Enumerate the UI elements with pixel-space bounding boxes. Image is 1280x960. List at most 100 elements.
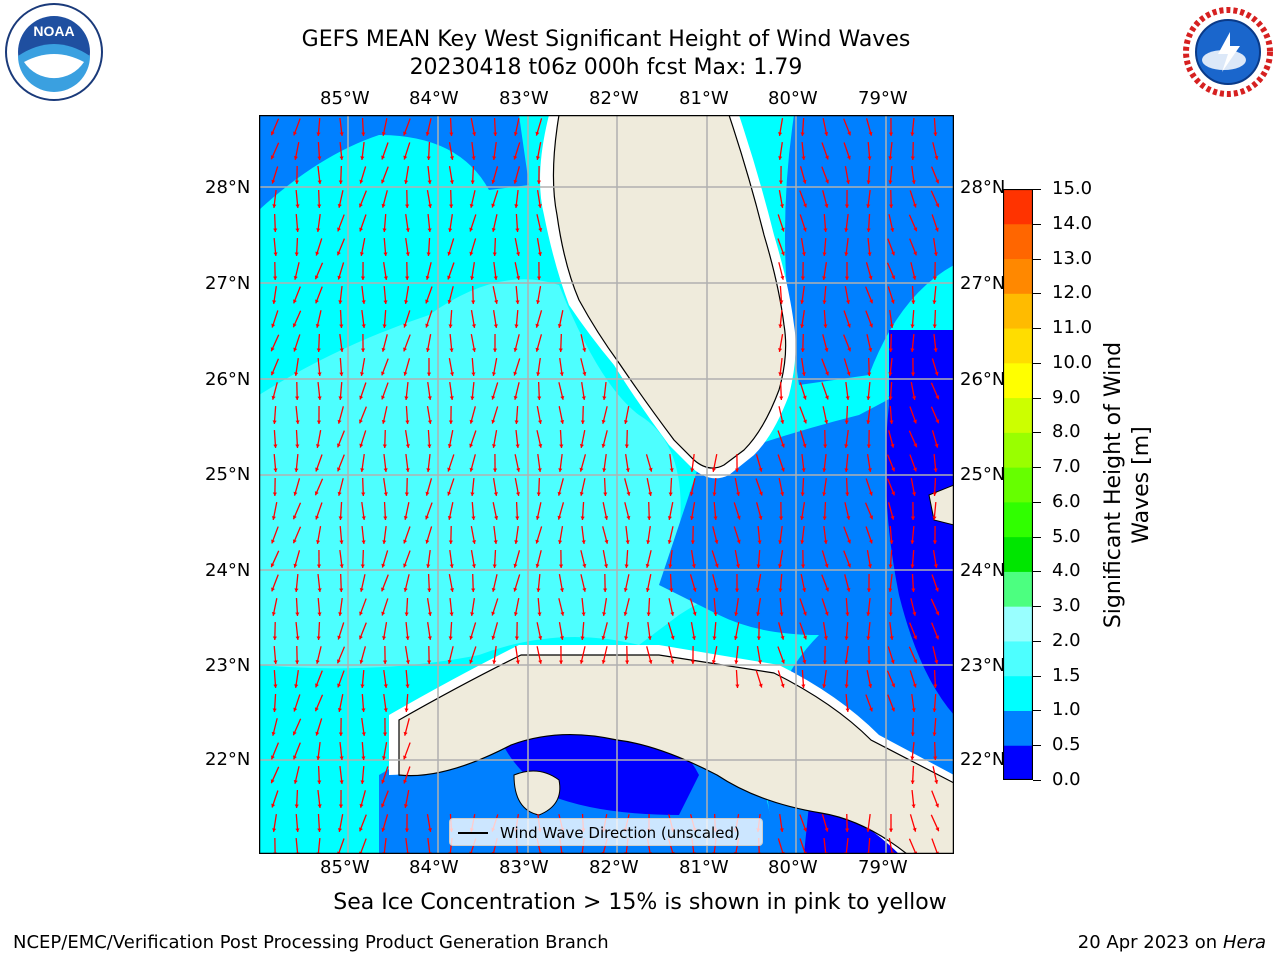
wave-direction-arrow — [667, 526, 674, 544]
wave-direction-arrow — [425, 502, 433, 520]
wave-direction-arrow — [339, 765, 344, 785]
wave-direction-arrow — [623, 598, 630, 616]
wave-direction-arrow — [316, 405, 322, 425]
wave-direction-arrow — [382, 622, 388, 640]
wave-direction-arrow — [930, 382, 940, 400]
wave-direction-arrow — [866, 189, 871, 209]
wave-direction-arrow — [777, 214, 785, 232]
wave-direction-arrow — [579, 430, 586, 448]
wave-direction-arrow — [910, 549, 915, 569]
wave-direction-arrow — [383, 501, 388, 521]
wave-direction-arrow — [427, 165, 432, 185]
lon-label-top-84w: 84°W — [409, 88, 459, 109]
wave-direction-arrow — [911, 693, 916, 713]
lon-label-top-83w: 83°W — [499, 88, 549, 109]
wave-direction-arrow — [887, 454, 896, 472]
wave-direction-arrow — [778, 309, 783, 329]
wave-direction-arrow — [778, 478, 785, 496]
wave-direction-arrow — [295, 597, 300, 617]
colorbar-tick-mark — [1033, 397, 1041, 399]
wave-direction-arrow — [294, 789, 299, 809]
wave-direction-arrow — [911, 789, 916, 809]
wave-direction-arrow — [448, 214, 453, 232]
wave-direction-arrow — [292, 502, 302, 520]
wave-direction-arrow — [886, 262, 896, 280]
wave-direction-arrow — [295, 405, 300, 425]
wave-direction-arrow — [404, 477, 409, 497]
wave-direction-arrow — [405, 669, 410, 689]
wave-direction-arrow — [931, 574, 939, 592]
wave-direction-arrow — [867, 357, 872, 377]
lon-label-bottom-85w: 85°W — [320, 857, 370, 878]
wave-direction-arrow — [293, 742, 301, 760]
wave-direction-arrow — [447, 454, 455, 472]
colorbar-segment — [1003, 606, 1033, 642]
wave-direction-arrow — [403, 526, 411, 544]
wave-direction-arrow — [316, 621, 321, 641]
wave-direction-arrow — [270, 742, 280, 760]
wave-direction-arrow — [865, 526, 873, 544]
wave-direction-arrow — [271, 382, 278, 400]
wave-direction-arrow — [822, 406, 829, 424]
wave-direction-arrow — [713, 597, 718, 617]
wave-direction-arrow — [404, 597, 409, 617]
wave-direction-arrow — [381, 406, 388, 424]
wave-direction-arrow — [359, 166, 367, 184]
wave-direction-arrow — [887, 502, 895, 520]
wave-direction-arrow — [270, 118, 280, 136]
wave-direction-arrow — [821, 550, 829, 568]
wave-direction-arrow — [908, 430, 918, 448]
wave-direction-arrow — [602, 453, 607, 473]
wave-direction-arrow — [403, 142, 411, 160]
wave-direction-arrow — [425, 310, 433, 328]
wave-direction-arrow — [271, 526, 279, 544]
wave-direction-arrow — [513, 358, 521, 376]
wave-direction-arrow — [558, 526, 564, 544]
wave-direction-arrow — [295, 813, 300, 833]
wave-direction-arrow — [294, 670, 299, 688]
wave-direction-arrow — [778, 142, 783, 160]
wave-direction-arrow — [383, 693, 388, 713]
wave-direction-arrow — [537, 453, 542, 473]
wave-direction-arrow — [910, 382, 917, 400]
wave-direction-arrow — [888, 381, 893, 401]
lon-label-bottom-82w: 82°W — [589, 857, 639, 878]
wave-direction-arrow — [361, 309, 366, 329]
wave-direction-arrow — [867, 141, 872, 161]
wave-direction-arrow — [316, 117, 321, 137]
wave-direction-arrow — [646, 478, 653, 496]
wave-direction-arrow — [492, 333, 498, 353]
wave-direction-arrow — [581, 597, 586, 617]
wave-direction-arrow — [426, 453, 431, 473]
wave-direction-arrow — [317, 357, 322, 377]
wave-direction-arrow — [339, 357, 344, 377]
wave-direction-arrow — [909, 670, 917, 688]
wave-direction-arrow — [887, 694, 895, 712]
wave-direction-arrow — [910, 478, 917, 496]
wave-direction-arrow — [535, 526, 543, 544]
wave-direction-arrow — [778, 357, 783, 377]
wave-direction-arrow — [449, 333, 454, 353]
wave-direction-arrow — [360, 765, 365, 785]
wave-direction-arrow — [272, 286, 277, 304]
map-frame — [259, 115, 954, 854]
wave-direction-arrow — [888, 165, 893, 185]
wave-direction-arrow — [337, 694, 344, 712]
wave-direction-arrow — [888, 549, 893, 569]
wave-direction-arrow — [337, 262, 345, 280]
colorbar-tick-mark — [1033, 432, 1041, 434]
wave-direction-arrow — [866, 165, 871, 185]
wave-direction-arrow — [315, 670, 323, 688]
lat-label-left-22n: 22°N — [205, 749, 251, 770]
wave-direction-arrow — [469, 406, 476, 424]
lon-label-bottom-80w: 80°W — [768, 857, 818, 878]
wave-direction-arrow — [624, 549, 629, 569]
wave-direction-arrow — [866, 573, 872, 593]
lon-label-top-81w: 81°W — [679, 88, 729, 109]
wave-direction-arrow — [493, 117, 498, 137]
wave-direction-arrow — [909, 454, 917, 472]
wave-direction-arrow — [404, 286, 410, 304]
lon-label-top-82w: 82°W — [589, 88, 639, 109]
wave-direction-arrow — [383, 237, 388, 257]
wave-direction-arrow — [932, 477, 937, 497]
